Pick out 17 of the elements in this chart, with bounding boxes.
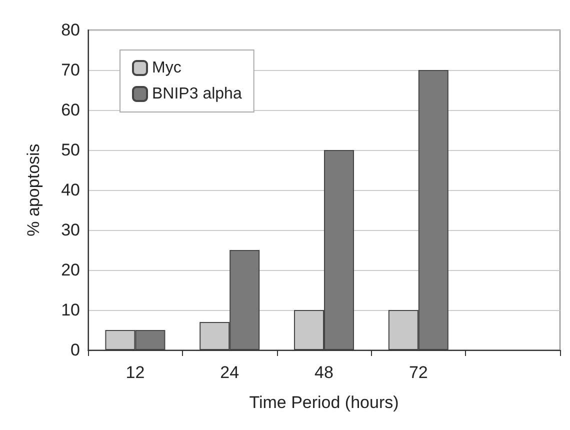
y-axis-title: % apoptosis	[24, 144, 43, 236]
x-tick-label: 48	[314, 363, 334, 382]
x-tick-label: 12	[126, 363, 145, 382]
x-tick-label: 24	[220, 363, 240, 382]
y-tick-label: 30	[61, 220, 80, 240]
legend-label: Myc	[152, 60, 182, 76]
y-tick-label: 20	[61, 260, 80, 280]
y-tick-label: 80	[61, 20, 80, 40]
x-tick-label: 72	[408, 363, 428, 382]
y-tick-label: 40	[61, 180, 80, 200]
legend-label: BNIP3 alpha	[152, 86, 242, 102]
y-tick-label: 70	[61, 60, 80, 80]
y-tick-label: 10	[61, 300, 80, 320]
y-tick-label: 0	[70, 340, 80, 360]
y-tick-label: 60	[61, 100, 80, 120]
x-axis-title: Time Period (hours)	[249, 393, 399, 412]
y-tick-label: 50	[61, 140, 80, 160]
